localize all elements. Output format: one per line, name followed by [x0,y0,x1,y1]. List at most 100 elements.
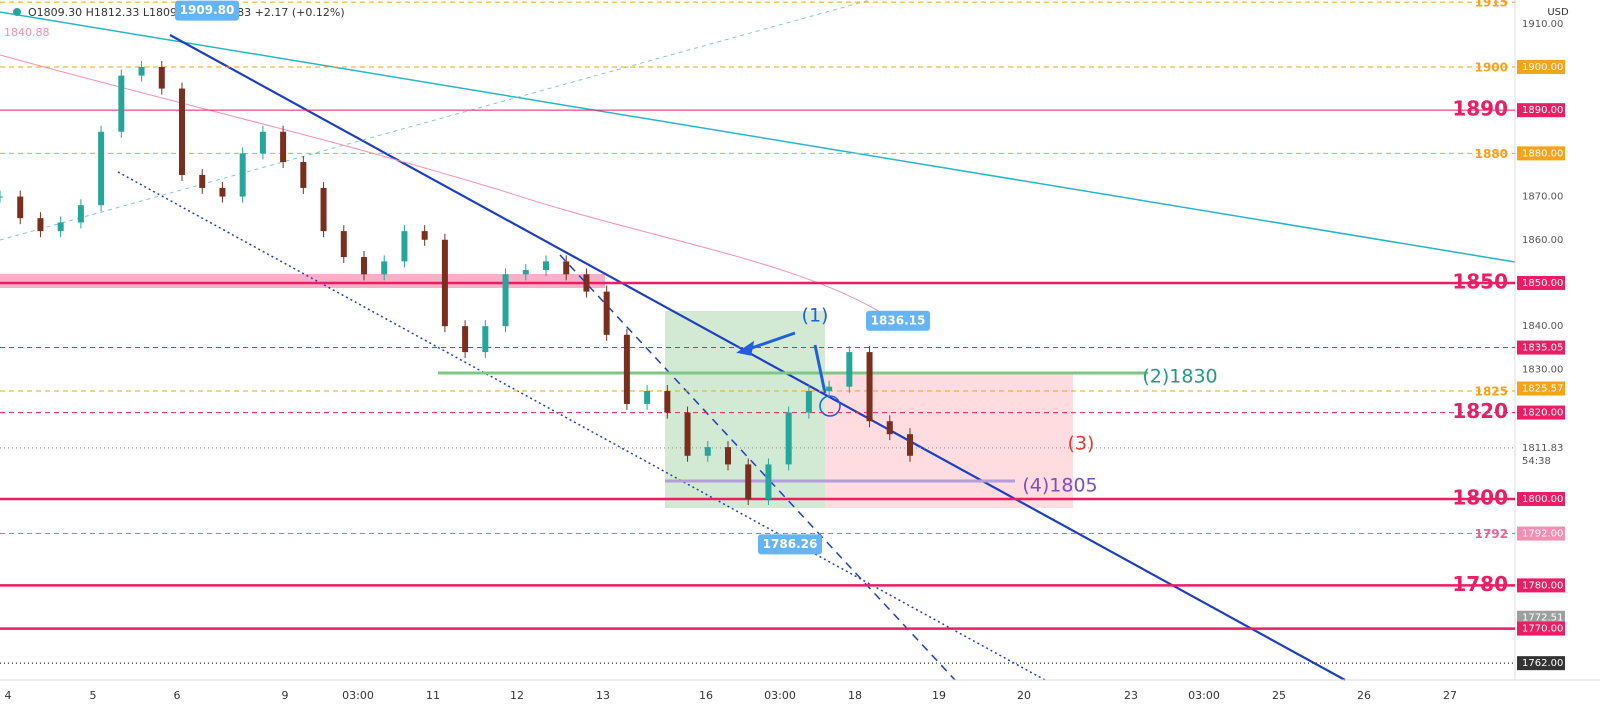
candle-body [522,270,529,275]
candle-body [421,231,428,240]
price-box [1517,578,1565,593]
candle-body [158,66,165,89]
time-label: 9 [282,689,289,702]
candle-body [623,334,630,404]
candle-body [866,352,873,422]
arrow [813,344,827,394]
annotation: (3) [1068,433,1095,455]
time-label: 03:00 [342,689,374,702]
price-box [1517,381,1565,396]
candle-body [179,88,185,175]
time-label: 13 [596,689,610,702]
candle-body [17,196,24,219]
candle-body [684,412,691,456]
price-box [1517,491,1565,506]
annotation: (2)1830 [1142,366,1217,388]
arrow [736,331,796,356]
price-label: 1900.00 [1522,62,1563,73]
level-label: 1825 [1475,384,1508,398]
candle-body [482,326,489,353]
candle-body [381,261,388,275]
level-label: 1800 [1452,485,1508,509]
candle-body [563,261,570,275]
ma-value: 1840.88 [4,26,50,39]
price-label: 1890.00 [1522,105,1563,116]
candle-body [785,412,792,465]
candle-body [361,257,367,275]
price-label: 1792.00 [1522,529,1563,540]
status-dot [13,8,21,16]
candle-body [300,162,307,188]
price-box [1517,656,1565,671]
candle-body [77,205,84,223]
callout-box [758,534,822,555]
countdown: 54:38 [1522,456,1551,467]
price-box [1517,340,1565,355]
price-label: 1860.00 [1522,235,1563,246]
price-label: 1800.00 [1522,494,1563,505]
candle-body [704,447,711,456]
candle-body [826,386,833,391]
price-label: 1780.00 [1522,580,1563,591]
candle-body [98,131,105,206]
candle-body [340,231,347,258]
time-label: 6 [174,689,181,702]
candle-body [280,131,287,163]
level-label: 1890 [1452,97,1508,121]
channel-line [559,254,956,681]
candle-body [502,274,509,327]
price-box [1517,146,1565,161]
candle-body [805,390,812,413]
time-label: 11 [426,689,440,702]
channel-line [117,171,1046,681]
trend-line [0,11,1516,263]
candle-body [320,187,327,232]
level-label: 1780 [1452,572,1508,596]
time-label: 12 [510,689,524,702]
candle-body [138,66,145,76]
time-label: 19 [932,689,946,702]
price-label: 1840.00 [1522,321,1563,332]
candle-body [603,291,610,335]
currency: USD [1547,7,1569,18]
level-label: 1792 [1475,527,1508,541]
resistance-zone [0,274,605,288]
candle-body [583,274,590,292]
fib-line [0,0,871,241]
time-label: 18 [848,689,862,702]
price-label: 1820.00 [1522,408,1563,419]
price-box [1517,621,1565,636]
short-zone [825,373,1073,508]
time-label: 20 [1017,689,1031,702]
callout-text: 1786.26 [763,537,818,551]
level-label: 1850 [1452,269,1508,293]
price-label: 1772.51 [1522,613,1563,624]
time-label: 5 [90,689,97,702]
price-box [1517,275,1565,290]
candle-body [745,464,752,499]
callout-box [175,0,239,21]
price-label: 1825.57 [1522,384,1563,395]
candle-body [765,464,772,499]
candle-body [219,187,226,197]
candle-body [259,131,266,154]
price-axis [1515,0,1600,716]
callout-text: 1909.80 [180,3,235,17]
time-label: 26 [1357,689,1371,702]
candle-body [37,218,44,232]
callout-box [866,310,930,331]
moving-average [0,54,891,319]
candle-body [543,261,549,271]
candle-body [199,174,206,188]
annotation: (4)1805 [1022,475,1097,497]
time-label: 16 [699,689,713,702]
price-box [1517,59,1565,74]
trend-line [169,34,1346,681]
candle-body [441,239,448,327]
candle-body [462,326,469,353]
price-label: 1830.00 [1522,364,1563,375]
price-box [1517,526,1565,541]
price-label: 1762.00 [1522,658,1563,669]
price-label: 1811.83 [1522,443,1563,454]
